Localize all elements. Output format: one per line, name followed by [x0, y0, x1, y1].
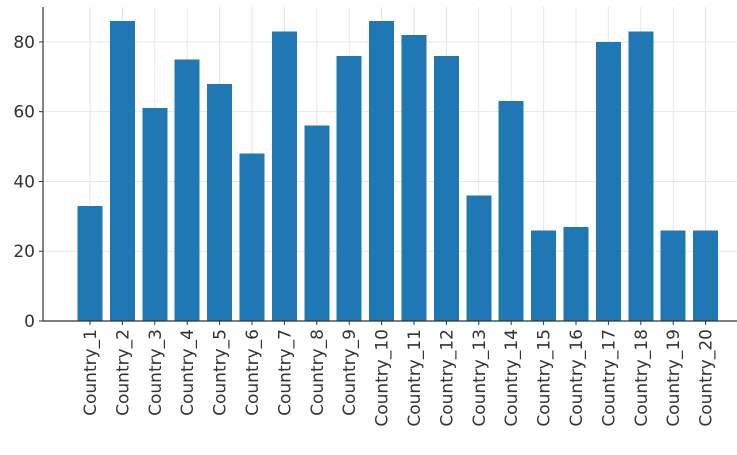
x-tick-label: Country_9 [340, 329, 360, 416]
bar-country-1 [77, 205, 103, 321]
y-tick-label: 0 [24, 312, 35, 332]
x-tick-label: Country_10 [373, 329, 393, 427]
x-tick-label: Country_4 [178, 329, 198, 416]
x-tick-label: Country_13 [470, 329, 490, 427]
x-tick-label: Country_11 [405, 329, 425, 427]
x-tick-label: Country_17 [599, 329, 619, 427]
x-tick-label: Country_6 [243, 329, 263, 416]
y-tick-label: 20 [13, 242, 35, 262]
ticks-layer: 0 20 40 60 80 Country_1 Country_2 Country_3 Coun… [13, 33, 716, 427]
bar-country-16 [563, 226, 589, 321]
bar-country-4 [174, 59, 200, 321]
bar-country-19 [660, 230, 686, 321]
bar-country-12 [433, 55, 459, 321]
bar-country-10 [369, 20, 395, 321]
bar-country-6 [239, 153, 265, 321]
bar-country-2 [109, 20, 135, 321]
bar-country-17 [595, 41, 621, 322]
bar-country-15 [531, 230, 557, 321]
x-tick-label: Country_20 [697, 329, 717, 427]
x-tick-label: Country_15 [535, 329, 555, 427]
bars-layer [77, 20, 719, 322]
bar-country-8 [304, 125, 330, 321]
x-tick-label: Country_14 [502, 329, 522, 427]
bar-country-13 [466, 195, 492, 321]
x-tick-label: Country_19 [664, 329, 684, 427]
bar-country-20 [693, 230, 719, 321]
y-tick-label: 40 [13, 172, 35, 192]
bar-country-18 [628, 31, 654, 322]
bar-country-11 [401, 34, 427, 322]
bar-country-14 [498, 101, 524, 321]
bar-country-3 [142, 108, 168, 321]
y-tick-label: 60 [13, 103, 35, 123]
bar-country-7 [271, 31, 297, 322]
x-tick-label: Country_12 [437, 329, 457, 427]
bar-country-5 [207, 83, 233, 321]
bar-country-9 [336, 55, 362, 321]
x-tick-label: Country_16 [567, 329, 587, 427]
x-tick-label: Country_2 [113, 329, 133, 416]
x-tick-label: Country_8 [308, 329, 328, 416]
x-tick-label: Country_5 [211, 329, 231, 416]
y-tick-label: 80 [13, 33, 35, 53]
axes-layer [42, 7, 737, 322]
x-tick-label: Country_3 [146, 329, 166, 416]
x-tick-label: Country_1 [81, 329, 101, 416]
x-tick-label: Country_7 [275, 329, 295, 416]
x-tick-label: Country_18 [632, 329, 652, 427]
